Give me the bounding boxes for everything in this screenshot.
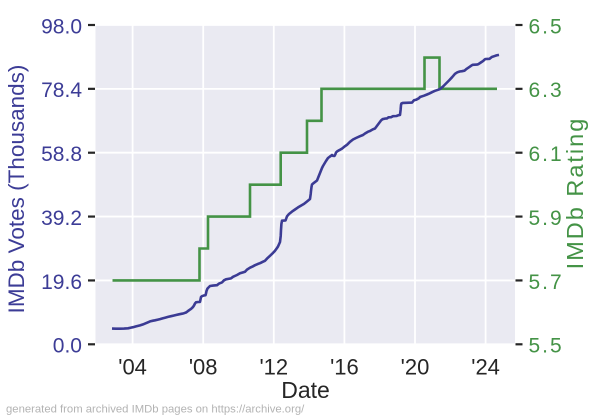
svg-text:5.7: 5.7 (529, 271, 564, 294)
svg-text:0.0: 0.0 (53, 335, 82, 358)
svg-text:IMDb Rating: IMDb Rating (562, 117, 588, 270)
svg-text:generated from archived IMDb p: generated from archived IMDb pages on ht… (6, 404, 305, 416)
svg-text:'12: '12 (259, 355, 288, 380)
svg-text:78.4: 78.4 (41, 79, 82, 102)
svg-text:6.5: 6.5 (529, 15, 564, 38)
svg-text:5.5: 5.5 (529, 335, 564, 358)
svg-text:39.2: 39.2 (41, 207, 82, 230)
svg-text:'16: '16 (330, 355, 359, 380)
svg-text:'08: '08 (189, 355, 218, 380)
svg-text:Date: Date (281, 377, 330, 403)
svg-text:'20: '20 (401, 355, 430, 380)
svg-text:98.0: 98.0 (41, 15, 82, 38)
svg-text:IMDb Votes (Thousands): IMDb Votes (Thousands) (4, 65, 29, 314)
svg-text:58.8: 58.8 (41, 143, 82, 166)
svg-text:'24: '24 (471, 355, 500, 380)
svg-text:6.3: 6.3 (529, 79, 564, 102)
svg-text:5.9: 5.9 (529, 207, 564, 230)
svg-text:'04: '04 (118, 355, 147, 380)
svg-text:6.1: 6.1 (529, 143, 564, 166)
svg-text:19.6: 19.6 (41, 271, 82, 294)
